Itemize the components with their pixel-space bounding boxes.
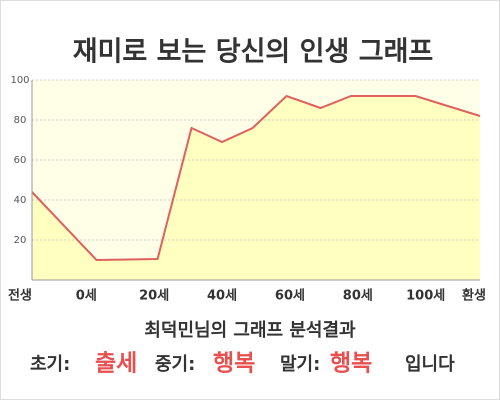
value: 출세 bbox=[95, 351, 137, 377]
y-tick-label: 80 bbox=[14, 115, 27, 126]
y-tick-label: 100 bbox=[10, 75, 29, 86]
value: 행복 bbox=[330, 351, 372, 377]
label: 초기: bbox=[30, 354, 70, 375]
y-tick-label: 40 bbox=[14, 195, 27, 206]
line bbox=[31, 94, 481, 262]
label: 입니다 bbox=[405, 353, 455, 375]
x-tick-label: 20세 bbox=[139, 289, 169, 304]
chart-title: 재미로 보는 당신의 인생 그래프 bbox=[73, 37, 434, 68]
area bbox=[32, 96, 480, 280]
x-tick-label: 60세 bbox=[275, 289, 305, 304]
x-tick-label: 40세 bbox=[207, 289, 237, 304]
y-tick-label: 60 bbox=[14, 155, 27, 166]
x-tick-label: 100세 bbox=[406, 289, 445, 304]
y-tick-label: 20 bbox=[14, 235, 27, 246]
result-heading: 최덕민님의 그래프 분석결과 bbox=[144, 320, 356, 341]
value: 행복 bbox=[213, 351, 255, 377]
x-tick-label: 전생 bbox=[8, 288, 32, 304]
label: 말기: bbox=[280, 354, 320, 375]
x-tick-label: 0세 bbox=[76, 289, 97, 304]
label: 중기: bbox=[155, 354, 195, 375]
x-tick-label: 환생 bbox=[462, 288, 486, 304]
x-tick-label: 80세 bbox=[343, 289, 373, 304]
